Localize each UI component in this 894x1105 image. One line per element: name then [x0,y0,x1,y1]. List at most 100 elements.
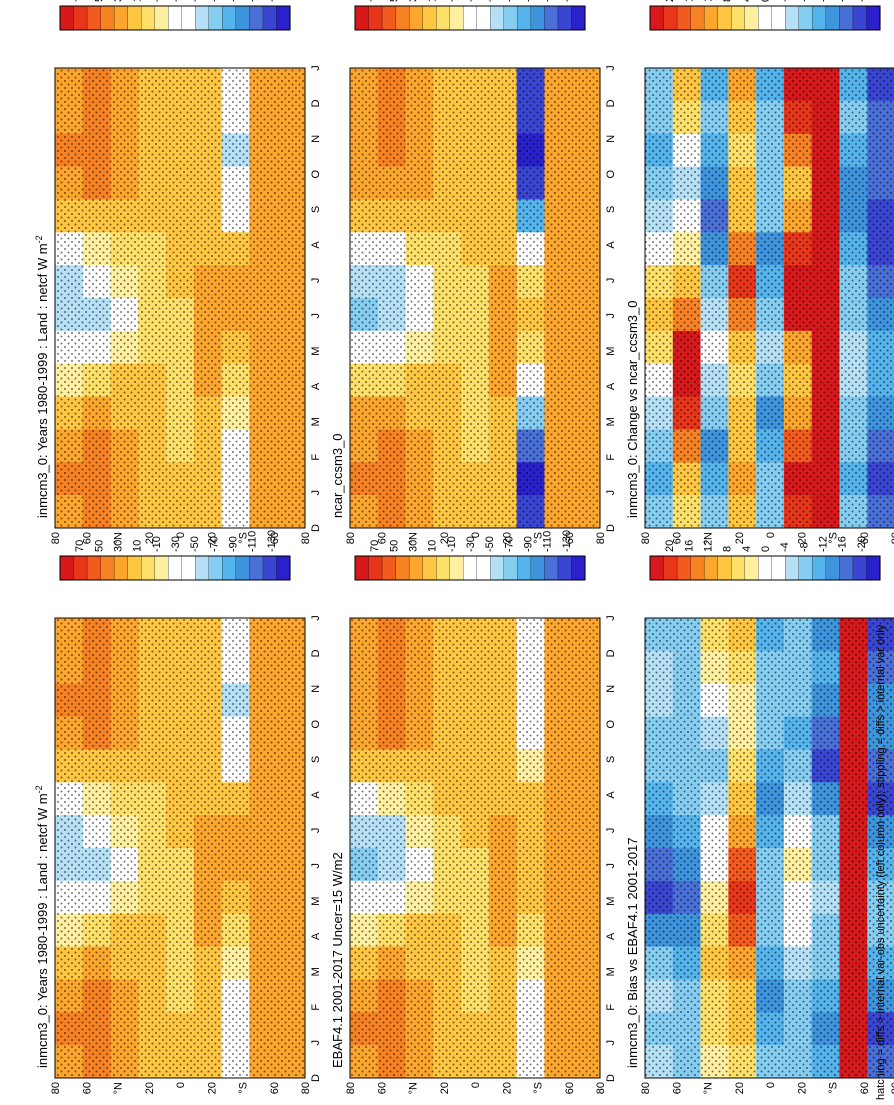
colorbar-swatch [852,555,868,581]
lat-tick-label: 20 [796,532,808,544]
lat-tick-label: °S [828,532,840,544]
colorbar-tick-label: -110 [542,531,554,552]
month-tick-label: M [310,417,322,426]
colorbar-tick-label: -50 [484,536,496,552]
colorbar-swatch [354,5,370,31]
colorbar-swatch [100,5,115,31]
colorbar-tick-label: -4 [779,0,791,2]
colorbar-swatch [866,5,881,31]
colorbar-tick-label: -70 [208,0,220,2]
lat-tick-label: 60 [269,1082,281,1094]
colorbar-swatch [168,555,183,581]
month-tick-label: O [605,719,617,728]
lat-tick-label: 80 [640,1082,652,1094]
colorbar-tick-label: -10 [151,0,163,2]
colorbar-swatch [127,555,142,581]
panel-title: EBAF4.1 2001-2017 Uncer=15 W/m2 [330,852,345,1068]
colorbar-swatch [663,555,678,581]
lat-tick-label: 60 [564,532,576,544]
lat-tick-label: 20 [439,532,451,544]
colorbar-frame [59,555,291,581]
colorbar-swatch [557,5,573,31]
lat-tick-label: °S [238,1082,250,1094]
colorbar-tick-label: 50 [388,540,400,552]
month-tick-label: D [310,1074,322,1082]
colorbar-swatch [503,5,518,31]
lat-tick-label: 20 [734,532,746,544]
month-tick-label: D [310,524,322,532]
month-tick-label: N [605,685,617,693]
month-tick-label: J [310,863,322,869]
colorbar-swatch [381,555,397,581]
colorbar-swatch [208,5,223,31]
panel-title: inmcm3_0: Years 1980-1999 : Land : netcf… [34,785,50,1068]
colorbar-swatch [490,5,505,31]
colorbar-swatch [676,555,692,581]
month-tick-label: F [310,454,322,461]
colorbar-tick-label: 4 [741,546,753,552]
colorbar-tick-label: -70 [503,0,515,2]
lat-tick-label: 80 [890,532,894,544]
colorbar-swatch [530,555,545,581]
lat-tick-label: 60 [376,1082,388,1094]
month-tick-label: M [605,417,617,426]
stippling [350,68,600,528]
colorbar-swatch [249,5,264,31]
colorbar-swatch [825,555,840,581]
colorbar-swatch [249,555,264,581]
month-tick-label: D [605,524,617,532]
colorbar-tick-label: -90 [228,536,240,552]
colorbar-swatch [381,5,397,31]
colorbar-swatch [276,555,291,581]
month-tick-label: A [310,382,322,390]
month-tick-label: F [605,454,617,461]
colorbar-tick-label: -50 [484,0,496,2]
colorbar-swatch [476,5,491,31]
lat-tick-label: 80 [890,1082,894,1094]
lat-tick-label: 80 [300,1082,312,1094]
colorbar-swatch [717,5,732,31]
lat-tick-label: 60 [859,1082,871,1094]
lat-tick-label: 20 [144,532,156,544]
month-tick-label: A [605,791,617,799]
month-tick-label: A [310,932,322,940]
rotated-figure: inmcm3_0: Years 1980-1999 : Land : netcf… [34,0,894,1094]
colorbar-swatch [59,555,75,581]
colorbar-swatch [463,5,478,31]
lat-tick-label: °S [533,532,545,544]
colorbar-frame [354,555,586,581]
colorbar-tick-label: -30 [465,536,477,552]
colorbar-tick-label: -50 [189,0,201,2]
colorbar-swatch [73,555,88,581]
lat-tick-label: 0 [470,532,482,538]
colorbar-swatch [703,5,719,31]
colorbar-swatch [731,555,746,581]
plot-frame [349,617,601,1079]
colorbar-tick-label: -50 [189,536,201,552]
colorbar-swatch [717,555,732,581]
lat-tick-label: 20 [734,1082,746,1094]
colorbar-tick-label: -12 [818,0,830,2]
colorbar-swatch [571,5,586,31]
colorbar-swatch [408,5,424,31]
colorbar-swatch [262,555,278,581]
colorbar-tick-label: -110 [247,531,259,552]
month-tick-label: J [605,615,617,621]
colorbar-tick-label: -30 [465,0,477,2]
lat-tick-label: °N [113,532,125,544]
stippling [55,68,305,528]
panel-2: EBAF4.1 2001-2017 Uncer=15 W/m2 D J F M A M J J A… [330,530,617,1094]
colorbar-tick-label: 20 [664,0,676,2]
colorbar-swatch [141,5,156,31]
lat-tick-label: °N [113,1082,125,1094]
colorbar-swatch [368,5,383,31]
month-tick-label: N [310,685,322,693]
colorbar-tick-label: -90 [523,536,535,552]
colorbar-tick-label: -130 [561,530,573,552]
colorbar-tick-label: 4 [741,0,753,2]
lat-tick-label: 0 [175,532,187,538]
colorbar-swatch [744,555,759,581]
colorbar-swatch [235,5,250,31]
colorbar-swatch [703,555,719,581]
colorbar-swatch [181,5,196,31]
